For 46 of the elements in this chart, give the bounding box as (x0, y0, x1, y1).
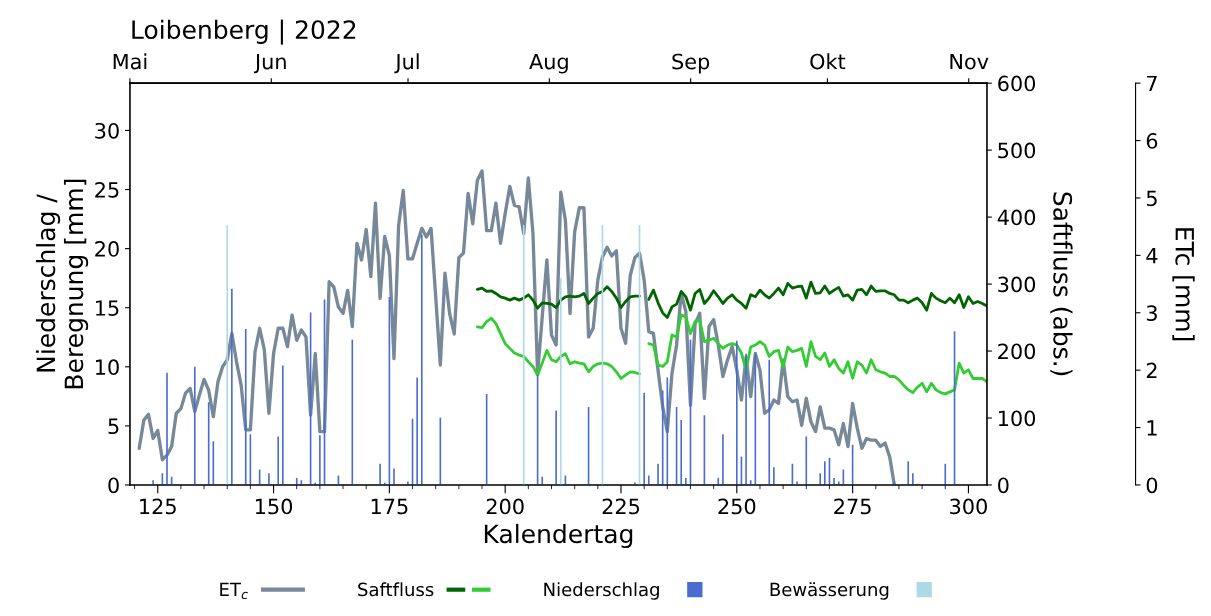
y2-tick-label: 200 (998, 343, 1036, 360)
legend-label: Saftfluss (358, 582, 434, 597)
legend-label: Niederschlag (544, 582, 659, 600)
x2-tick-label: Sep (672, 53, 710, 74)
y3-tick-label: 7 (1147, 75, 1157, 92)
y-tick-label: 5 (108, 418, 119, 435)
y-tick-label: 10 (96, 359, 119, 376)
y3-tick-label: 3 (1146, 305, 1157, 321)
y-tick-label: 20 (95, 241, 119, 257)
y2-tick-label: 500 (998, 142, 1036, 159)
x-tick-label: 150 (255, 498, 293, 515)
y2-tick-label: 0 (998, 477, 1009, 494)
x-tick-label: 300 (950, 498, 987, 515)
chart-title: Loibenberg | 2022 (132, 19, 356, 45)
x-tick-label: 175 (371, 498, 408, 515)
x2-tick-label: Jul (394, 53, 419, 74)
y2-tick-label: 300 (998, 276, 1036, 293)
legend-label: Bewässerung (770, 582, 889, 600)
y-tick-label: 25 (95, 181, 119, 198)
y2-tick-label: 600 (998, 75, 1036, 92)
y3-tick-label: 2 (1146, 362, 1157, 379)
y3-tick-label: 1 (1147, 420, 1157, 436)
y3-tick-label: 6 (1146, 133, 1158, 149)
legend-label: ET$_{c}$ (220, 582, 248, 600)
y-tick-label: 30 (95, 122, 119, 139)
y3-axis-title: ETc [mm] (1172, 228, 1195, 341)
x-tick-label: 125 (140, 498, 176, 515)
x2-tick-label: Aug (529, 53, 568, 74)
x-tick-label: 200 (486, 498, 524, 515)
y-tick-label: 0 (108, 477, 119, 494)
y-axis-title: Niederschlag / Beregnung [mm] (35, 179, 89, 389)
x-tick-label: 275 (834, 498, 871, 515)
x2-tick-label: Mai (113, 53, 147, 70)
x-tick-label: 225 (602, 498, 640, 515)
y2-axis-title: Saftfluss (abs.) (1050, 192, 1073, 376)
x-tick-label: 250 (718, 498, 756, 515)
y3-tick-label: 4 (1146, 248, 1158, 264)
y3-tick-label: 0 (1146, 477, 1158, 494)
y2-tick-label: 400 (997, 209, 1036, 226)
x2-tick-label: Jun (253, 53, 286, 74)
y-tick-label: 15 (96, 300, 119, 316)
x-axis-title: Kalendertag (484, 523, 633, 549)
y2-tick-label: 100 (998, 410, 1036, 427)
x2-tick-label: Okt (810, 53, 846, 70)
x2-tick-label: Nov (950, 53, 989, 70)
y3-tick-label: 5 (1146, 190, 1157, 207)
